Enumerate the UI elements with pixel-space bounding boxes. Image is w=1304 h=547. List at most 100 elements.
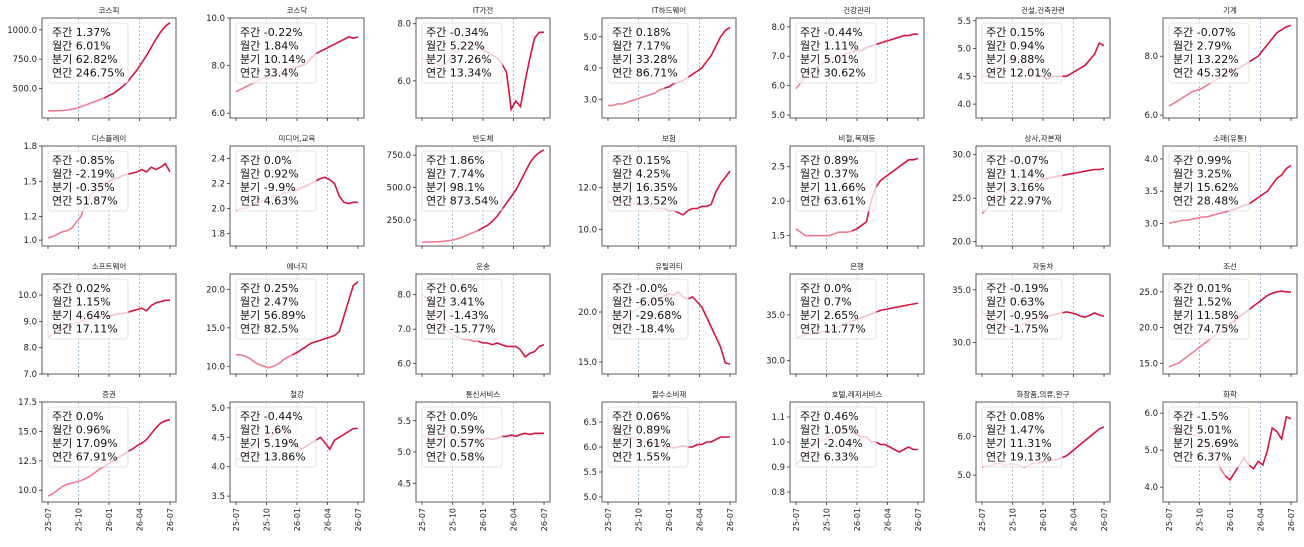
stat-line: 주간 0.18% bbox=[612, 26, 671, 39]
y-tick-label: 750.0 bbox=[13, 55, 37, 65]
stat-line: 월간 5.22% bbox=[426, 40, 485, 53]
panel-5: 건설,건축관련 4.0 4.5 5.0 5.5 주간 0.15%월간 0.94%분기 9.… bbox=[957, 5, 1111, 121]
stat-line: 분기 5.19% bbox=[240, 437, 299, 450]
panel-title: 에너지 bbox=[287, 261, 308, 271]
stat-line: 주간 -0.07% bbox=[986, 154, 1049, 167]
stat-line: 주간 1.37% bbox=[52, 26, 111, 39]
stat-line: 월간 1.52% bbox=[1173, 296, 1232, 309]
stat-line: 주간 0.08% bbox=[986, 410, 1045, 423]
stat-line: 주간 -0.44% bbox=[800, 26, 863, 39]
stat-line: 주간 1.86% bbox=[426, 154, 485, 167]
stat-line: 주간 0.06% bbox=[612, 410, 671, 423]
stat-line: 분기 16.35% bbox=[612, 181, 678, 194]
y-tick-label: 9.0 bbox=[23, 317, 37, 327]
stats-box bbox=[235, 406, 317, 468]
x-tick-label: 26-07 bbox=[354, 508, 363, 531]
series-line-early bbox=[1168, 211, 1226, 225]
stats-box bbox=[421, 22, 503, 84]
y-tick-label: 20.0 bbox=[578, 308, 597, 318]
stat-line: 주간 -0.0% bbox=[612, 282, 668, 295]
stat-line: 연간 74.75% bbox=[1173, 323, 1239, 336]
stat-line: 분기 33.28% bbox=[612, 53, 678, 66]
y-tick-label: 3.0 bbox=[1144, 219, 1158, 229]
y-tick-label: 8.0 bbox=[211, 62, 225, 72]
stats-box bbox=[47, 278, 129, 340]
stat-line: 분기 3.61% bbox=[612, 437, 671, 450]
y-tick-label: 6.0 bbox=[397, 360, 411, 370]
series-line-recent bbox=[291, 281, 359, 356]
stat-line: 월간 0.92% bbox=[240, 168, 299, 181]
stat-line: 월간 3.41% bbox=[426, 296, 485, 309]
x-tick-label: 26-04 bbox=[696, 508, 705, 531]
panel-title: 반도체 bbox=[473, 133, 494, 143]
panel-24: 필수소비재 5.0 5.5 6.0 6.5 25-07 25-10 26-01 26-04 26-… bbox=[583, 389, 737, 531]
stat-line: 월간 -2.19% bbox=[52, 168, 115, 181]
stat-line: 주간 -0.22% bbox=[240, 26, 303, 39]
stats-box bbox=[607, 22, 689, 84]
stat-line: 주간 0.6% bbox=[426, 282, 478, 295]
y-tick-label: 8.0 bbox=[23, 344, 37, 354]
stat-line: 연간 12.01% bbox=[986, 67, 1052, 80]
panel-0: 코스피 500.0 750.0 1000.0 주간 1.37%월간 6.01%분기 62… bbox=[7, 6, 177, 121]
stat-line: 연간 63.61% bbox=[800, 195, 866, 208]
stat-line: 분기 -0.95% bbox=[986, 309, 1049, 322]
stat-line: 주간 -0.19% bbox=[986, 282, 1049, 295]
stat-line: 연간 82.5% bbox=[240, 323, 299, 336]
stats-box bbox=[795, 278, 877, 340]
stat-line: 연간 -1.75% bbox=[986, 323, 1049, 336]
y-tick-label: 250.0 bbox=[387, 216, 411, 226]
stat-line: 연간 19.13% bbox=[986, 451, 1052, 464]
stat-line: 월간 0.63% bbox=[986, 296, 1045, 309]
stat-line: 주간 -0.07% bbox=[1173, 26, 1236, 39]
series-line-early bbox=[47, 465, 105, 497]
x-tick-label: 25-07 bbox=[792, 508, 801, 531]
x-tick-label: 25-07 bbox=[1165, 508, 1174, 531]
panel-20: 조선 15.0 20.0 25.0 주간 0.01%월간 1.52%분기 11.58%연… bbox=[1139, 262, 1298, 377]
stats-box bbox=[981, 22, 1063, 84]
y-tick-label: 12.5 bbox=[18, 457, 37, 467]
stat-line: 분기 -1.43% bbox=[426, 309, 489, 322]
stat-line: 월간 5.01% bbox=[1173, 424, 1232, 437]
stat-line: 연간 51.87% bbox=[52, 195, 118, 208]
y-tick-label: 5.0 bbox=[1144, 446, 1158, 456]
stat-line: 주간 -0.34% bbox=[426, 26, 489, 39]
stat-line: 분기 5.01% bbox=[800, 53, 859, 66]
stats-box bbox=[47, 150, 129, 212]
y-tick-label: 25.0 bbox=[952, 194, 971, 204]
y-tick-label: 1000.0 bbox=[7, 26, 37, 36]
y-tick-label: 6.0 bbox=[211, 109, 225, 119]
x-tick-label: 25-10 bbox=[1196, 508, 1205, 531]
panel-12: 상사,자본재 20.0 25.0 30.0 주간 -0.07%월간 1.14%분기 3.… bbox=[952, 133, 1111, 249]
y-tick-label: 6.0 bbox=[1144, 409, 1158, 419]
y-tick-label: 25.0 bbox=[1139, 288, 1158, 298]
panel-19: 자동차 30.0 35.0 주간 -0.19%월간 0.63%분기 -0.95%연간 … bbox=[952, 262, 1111, 377]
panel-title: 화학 bbox=[1223, 389, 1237, 399]
stat-line: 연간 86.71% bbox=[612, 67, 678, 80]
panel-title: 자동차 bbox=[1033, 262, 1054, 271]
panel-title: IT하드웨어 bbox=[652, 5, 686, 15]
x-tick-label: 26-07 bbox=[1100, 508, 1109, 531]
y-tick-label: 15.0 bbox=[578, 358, 597, 368]
stats-box bbox=[235, 278, 317, 340]
y-tick-label: 10.0 bbox=[18, 291, 37, 301]
y-tick-label: 6.0 bbox=[957, 433, 971, 443]
stat-line: 분기 -2.04% bbox=[800, 437, 863, 450]
series-line-early bbox=[422, 229, 479, 243]
stat-line: 월간 4.25% bbox=[612, 168, 671, 181]
stat-line: 연간 22.97% bbox=[986, 195, 1052, 208]
x-tick-label: 26-01 bbox=[665, 508, 674, 531]
panel-title: 소프트웨어 bbox=[92, 261, 127, 271]
y-tick-label: 10.0 bbox=[206, 362, 225, 372]
stat-line: 분기 0.57% bbox=[426, 437, 485, 450]
panel-26: 화장품,의류,완구 5.0 6.0 25-07 25-10 26-01 26-04 26-07… bbox=[957, 389, 1111, 531]
y-tick-label: 500.0 bbox=[387, 184, 411, 194]
y-tick-label: 5.0 bbox=[957, 471, 971, 481]
y-tick-label: 2.2 bbox=[211, 180, 225, 190]
y-tick-label: 3.0 bbox=[583, 95, 597, 105]
panel-title: 운송 bbox=[476, 262, 490, 271]
x-tick-label: 26-04 bbox=[1070, 508, 1079, 531]
x-tick-label: 25-10 bbox=[449, 508, 458, 531]
panel-title: 미디어,교육 bbox=[279, 133, 316, 143]
stat-line: 주간 0.0% bbox=[52, 410, 104, 423]
panel-21: 증권 10.0 12.5 15.0 17.5 25-07 25-10 26-01 26-04 26… bbox=[18, 390, 177, 531]
